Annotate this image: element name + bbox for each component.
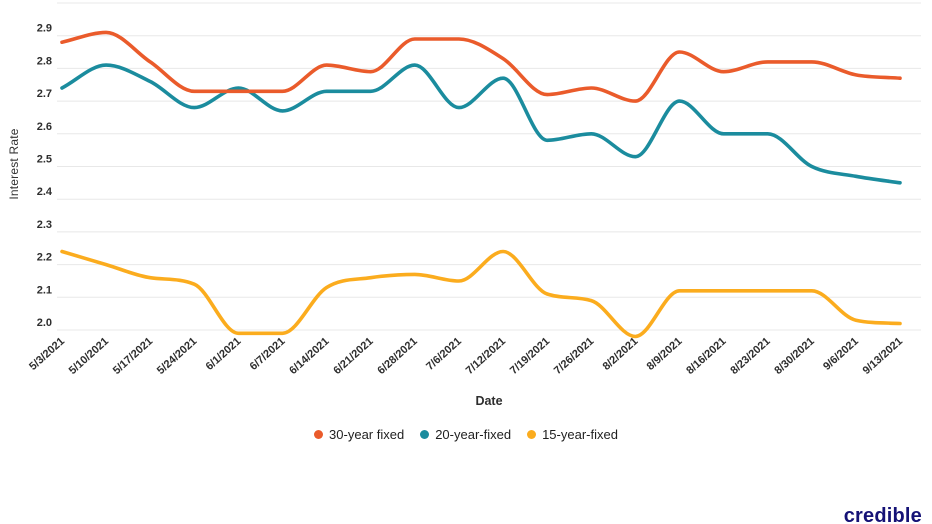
y-tick-label: 2.1 bbox=[37, 284, 52, 296]
y-tick-label: 2.3 bbox=[37, 219, 52, 231]
legend-label: 15-year-fixed bbox=[542, 427, 618, 442]
x-tick-label: 6/14/2021 bbox=[287, 335, 331, 377]
y-tick-label: 2.5 bbox=[37, 154, 52, 166]
x-tick-label: 9/6/2021 bbox=[821, 335, 861, 373]
series-line-20-year-fixed bbox=[60, 63, 902, 185]
x-tick-label: 7/12/2021 bbox=[464, 335, 508, 377]
y-tick-label: 2.2 bbox=[37, 252, 52, 264]
credible-logo: credible bbox=[843, 505, 922, 524]
legend-label: 30-year fixed bbox=[329, 427, 405, 442]
legend-item-15-year-fixed[interactable]: 15-year-fixed bbox=[527, 427, 618, 442]
y-tick-label: 2.7 bbox=[37, 88, 52, 100]
x-tick-label: 6/1/2021 bbox=[204, 335, 244, 373]
x-tick-label: 7/26/2021 bbox=[552, 335, 596, 377]
x-tick-label: 9/13/2021 bbox=[861, 335, 905, 377]
x-tick-label: 5/10/2021 bbox=[67, 335, 111, 377]
legend-dot-15-year-fixed bbox=[527, 430, 537, 439]
y-tick-label: 2.6 bbox=[37, 121, 52, 133]
legend-item-30-year-fixed[interactable]: 30-year fixed bbox=[314, 427, 404, 442]
x-tick-label: 8/30/2021 bbox=[772, 335, 816, 377]
legend-label: 20-year-fixed bbox=[435, 427, 512, 442]
x-tick-label: 6/28/2021 bbox=[375, 335, 419, 377]
x-tick-label: 7/19/2021 bbox=[508, 335, 552, 377]
x-tick-label: 5/24/2021 bbox=[155, 335, 199, 377]
y-tick-label: 2.9 bbox=[37, 23, 52, 35]
y-tick-label: 2.8 bbox=[37, 55, 52, 67]
x-tick-label: 6/7/2021 bbox=[248, 335, 288, 373]
x-tick-label: 5/3/2021 bbox=[27, 335, 67, 373]
y-tick-label: 2.0 bbox=[37, 317, 52, 329]
series-line-15-year-fixed bbox=[60, 249, 902, 339]
chart-legend: 30-year fixed 20-year-fixed 15-year-fixed bbox=[0, 427, 932, 442]
x-tick-label: 7/6/2021 bbox=[424, 335, 464, 373]
x-tick-label: 8/9/2021 bbox=[645, 335, 685, 373]
x-tick-label: 8/23/2021 bbox=[728, 335, 772, 377]
legend-dot-20-year-fixed bbox=[420, 430, 430, 439]
y-tick-label: 2.4 bbox=[37, 186, 53, 198]
series-line-30-year-fixed bbox=[60, 30, 902, 103]
y-axis-title: Interest Rate bbox=[7, 128, 21, 200]
interest-rate-line-chart: 2.02.12.22.32.42.52.62.72.82.95/3/2021 5/… bbox=[27, 2, 921, 377]
x-tick-label: 6/21/2021 bbox=[331, 335, 375, 377]
x-tick-label: 8/2/2021 bbox=[601, 335, 641, 373]
x-tick-label: 8/16/2021 bbox=[684, 335, 728, 377]
legend-dot-30-year-fixed bbox=[314, 430, 324, 439]
x-tick-label: 5/17/2021 bbox=[111, 335, 155, 377]
legend-item-20-year-fixed[interactable]: 20-year-fixed bbox=[420, 427, 511, 442]
x-axis-title: Date bbox=[475, 394, 503, 408]
